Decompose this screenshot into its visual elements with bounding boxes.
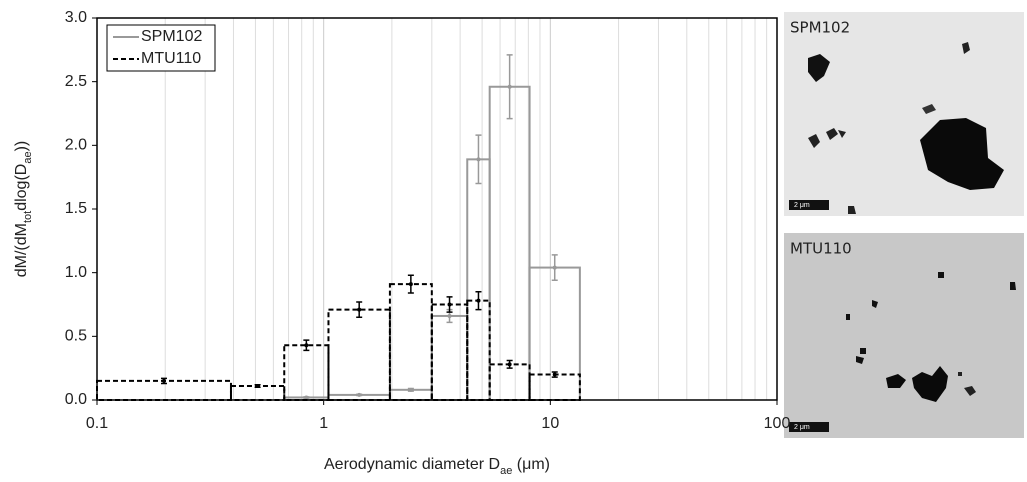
bar <box>466 299 491 401</box>
point <box>476 157 481 162</box>
bar <box>528 266 581 401</box>
bar <box>466 158 491 401</box>
y-tick-label: 3.0 <box>65 9 87 26</box>
point <box>507 84 512 89</box>
y-axis-label-part: ae <box>22 151 34 163</box>
micrograph-2: 2 μm MTU110 <box>784 233 1024 438</box>
x-tick-label: 1 <box>319 415 328 432</box>
y-tick-label: 2.0 <box>65 137 87 154</box>
x-axis-label-part: (μm) <box>512 456 550 473</box>
point <box>357 307 362 312</box>
point <box>476 298 481 303</box>
x-axis-label-part: Aerodynamic diameter D <box>324 456 500 473</box>
point <box>161 378 166 383</box>
point <box>255 383 260 388</box>
scale-bar <box>789 200 829 210</box>
micrograph-1: 2 μm SPM102 <box>784 12 1024 216</box>
point <box>447 313 452 318</box>
x-tick-label: 10 <box>541 415 559 432</box>
y-axis-label-part: tot <box>22 211 34 223</box>
image-background <box>784 233 1024 438</box>
point <box>447 302 452 307</box>
point <box>304 395 309 400</box>
x-axis-label: Aerodynamic diameter Dae (μm) <box>324 456 550 477</box>
x-tick-label: 0.1 <box>86 415 108 432</box>
point <box>507 362 512 367</box>
bar <box>528 373 581 401</box>
bar <box>430 314 469 401</box>
particle <box>848 206 856 214</box>
legend-label: SPM102 <box>141 28 202 45</box>
bar <box>488 363 531 402</box>
plot-frame <box>96 17 778 401</box>
y-axis-label-part: )) <box>13 141 30 152</box>
y-tick-label: 2.5 <box>65 73 87 90</box>
y-tick-label: 1.0 <box>65 264 87 281</box>
image-label: SPM102 <box>790 19 850 37</box>
legend-label: MTU110 <box>141 50 201 67</box>
y-tick-label: 1.5 <box>65 200 87 217</box>
y-tick-label: 0.0 <box>65 391 87 408</box>
point <box>304 343 309 348</box>
point <box>408 387 413 392</box>
legend-box <box>106 24 216 72</box>
x-axis-label-part: ae <box>500 465 512 477</box>
particle <box>922 104 936 114</box>
y-axis-label-part: dM/(dM <box>13 223 30 277</box>
bar <box>229 384 286 402</box>
y-axis-label: dM/(dMtotdlog(Dae)) <box>13 141 34 278</box>
bar <box>327 308 391 401</box>
y-tick-label: 0.5 <box>65 328 87 345</box>
particle <box>958 372 976 396</box>
scale-bar-label: 2 μm <box>794 424 810 431</box>
particle <box>962 42 970 54</box>
particle <box>808 128 846 148</box>
bar <box>488 85 531 401</box>
point <box>357 392 362 397</box>
point <box>552 372 557 377</box>
scale-bar <box>789 422 829 432</box>
point <box>408 282 413 287</box>
point <box>552 265 557 270</box>
y-axis-label-part: dlog(D <box>13 164 30 211</box>
particle <box>920 118 1004 190</box>
scale-bar-label: 2 μm <box>794 202 810 209</box>
x-tick-label: 100 <box>764 415 791 432</box>
particle <box>808 54 830 82</box>
particle <box>886 366 948 402</box>
bar <box>388 283 433 402</box>
image-label: MTU110 <box>790 240 852 258</box>
bar <box>283 344 330 402</box>
